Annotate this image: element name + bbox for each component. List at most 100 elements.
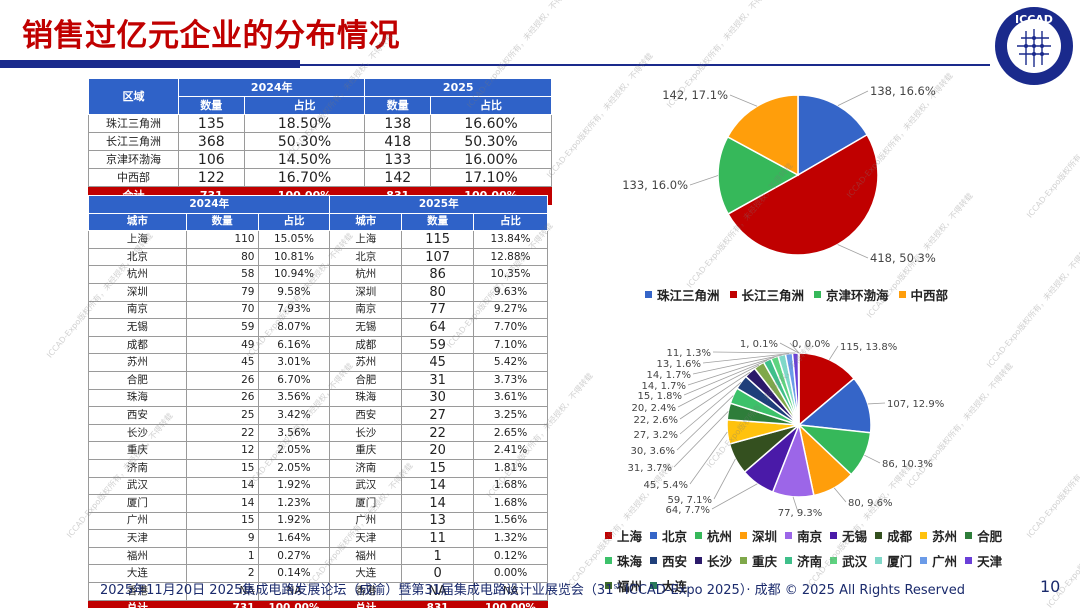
- legend-label: 无锡: [842, 529, 868, 544]
- region-pie-legend: 珠江三角洲 长江三角洲 京津环渤海 中西部: [645, 285, 975, 304]
- count-2024: 110: [185, 230, 259, 249]
- count-2024: 26: [185, 370, 259, 390]
- city-row: 武汉 14 1.92% 武汉 14 1.68%: [88, 476, 548, 496]
- watermark: ICCAD-Expo版权所有，未经授权，不得转载: [1025, 91, 1080, 220]
- title-underline-thin: [300, 64, 990, 66]
- legend-swatch-icon: [785, 532, 793, 539]
- city-2025: 合肥: [329, 370, 403, 390]
- pie-data-label: 13, 1.6%: [657, 359, 702, 370]
- pie-data-label: 22, 2.6%: [634, 415, 679, 426]
- count-2024: 49: [185, 335, 259, 355]
- city-row: 杭州 58 10.94% 杭州 86 10.35%: [88, 265, 548, 284]
- legend-item: 西安: [650, 551, 687, 570]
- legend-label: 深圳: [752, 529, 778, 544]
- page-title: 销售过亿元企业的分布情况: [22, 18, 400, 54]
- city-row: 上海 110 15.05% 上海 115 13.84%: [88, 230, 548, 249]
- share-2025: 0.00%: [473, 564, 548, 584]
- city-2024: 广州: [88, 511, 187, 531]
- share-2025: 1.32%: [473, 529, 548, 548]
- share-2024: 14.50%: [243, 150, 366, 169]
- city-2024: 合肥: [88, 370, 187, 390]
- legend-label: 武汉: [842, 554, 868, 569]
- city-2024: 成都: [88, 335, 187, 355]
- legend-label: 广州: [932, 554, 958, 569]
- footer-text: 2025年11月20日 2025集成电路发展论坛（成渝）暨第31届集成电路设计业…: [100, 579, 965, 598]
- share-2025: 7.10%: [473, 335, 548, 355]
- legend-label: 重庆: [752, 554, 778, 569]
- count-2025: 107: [401, 247, 475, 267]
- legend-label: 杭州: [707, 529, 733, 544]
- legend-item: 成都: [875, 526, 912, 545]
- share-2024: 3.01%: [257, 353, 331, 372]
- city-table: 2024年 2025年 城市 数量 占比 城市 数量 占比 上海 110 15.…: [87, 195, 548, 608]
- share-2025: 9.27%: [473, 300, 548, 320]
- city-row: 苏州 45 3.01% 苏州 45 5.42%: [88, 353, 548, 372]
- count-2025: 31: [401, 370, 475, 390]
- count-2024: 1: [185, 546, 259, 566]
- total-label-2024: 总计: [88, 599, 187, 608]
- legend-item: 广州: [920, 551, 957, 570]
- count-2025: 45: [401, 353, 475, 372]
- share-2025: 7.70%: [473, 318, 548, 337]
- count-2024: 59: [185, 318, 259, 337]
- legend-label: 大连: [662, 579, 688, 594]
- city-2024: 南京: [88, 300, 187, 320]
- share-2025: 10.35%: [473, 265, 548, 284]
- city-row: 天津 9 1.64% 天津 11 1.32%: [88, 529, 548, 548]
- share-2025: 2.65%: [473, 423, 548, 443]
- city-pie-legend: 上海 北京 杭州 深圳 南京 无锡 成都 苏州 合肥 珠海 西安 长沙 重庆 济南 武汉 厦门 广州 天津 福州 大连: [605, 526, 1025, 595]
- legend-label: 珠江三角洲: [657, 288, 720, 303]
- pie-data-label: 107, 12.9%: [887, 399, 944, 410]
- pie-data-label: 418, 50.3%: [870, 251, 936, 265]
- city-2024: 无锡: [88, 318, 187, 337]
- legend-label: 中西部: [910, 288, 949, 303]
- legend-swatch-icon: [695, 532, 703, 539]
- legend-swatch-icon: [920, 532, 928, 539]
- share-2024: 6.16%: [257, 335, 331, 355]
- count-2025: 418: [364, 132, 432, 151]
- share-2024: 10.81%: [257, 247, 331, 267]
- city-row: 福州 1 0.27% 福州 1 0.12%: [88, 546, 548, 566]
- legend-item: 杭州: [695, 526, 732, 545]
- legend-item: 珠海: [605, 551, 642, 570]
- count-2024: 9: [185, 529, 259, 548]
- legend-item: 深圳: [740, 526, 777, 545]
- count-2024: 368: [178, 132, 245, 151]
- city-row: 珠海 26 3.56% 珠海 30 3.61%: [88, 388, 548, 408]
- share-2025: 3.61%: [473, 388, 548, 408]
- share-2025: 50.30%: [430, 132, 552, 151]
- city-2024: 上海: [88, 230, 187, 249]
- header-share-2025: 占比: [473, 212, 548, 232]
- city-row: 厦门 14 1.23% 厦门 14 1.68%: [88, 494, 548, 513]
- legend-item: 济南: [785, 551, 822, 570]
- city-row: 无锡 59 8.07% 无锡 64 7.70%: [88, 318, 548, 337]
- legend-label: 天津: [977, 554, 1003, 569]
- count-2024: 22: [185, 423, 259, 443]
- pie-data-label: 31, 3.7%: [628, 463, 673, 474]
- legend-swatch-icon: [830, 532, 838, 539]
- legend-item: 珠江三角洲: [645, 285, 720, 304]
- legend-item: 苏州: [920, 526, 957, 545]
- legend-swatch-icon: [740, 532, 748, 539]
- header-year-2024: 2024年: [87, 195, 331, 214]
- watermark: ICCAD-Expo版权所有，未经授权，不得转载: [1025, 411, 1080, 540]
- legend-swatch-icon: [814, 291, 822, 298]
- count-2024: 26: [185, 388, 259, 408]
- share-2024: 10.94%: [257, 265, 331, 284]
- region-pie-chart: 138, 16.6% 418, 50.3% 133, 16.0% 142, 17.1%: [622, 84, 936, 265]
- header-city-2024: 城市: [88, 212, 187, 232]
- city-2024: 济南: [88, 458, 187, 478]
- region-row: 中西部 122 16.70% 142 17.10%: [88, 168, 552, 187]
- city-row: 深圳 79 9.58% 深圳 80 9.63%: [88, 282, 548, 302]
- count-2025: 133: [364, 150, 432, 169]
- header-region: 区域: [88, 78, 179, 115]
- city-2024: 武汉: [88, 476, 187, 496]
- count-2025: 115: [401, 230, 475, 249]
- share-2024: 1.92%: [257, 476, 331, 496]
- footer-tail-text: ICCAD-Expo 2025）· 成都 © 2025 All Rights R…: [620, 583, 965, 598]
- share-2024: 8.07%: [257, 318, 331, 337]
- header-count-2025: 数量: [364, 96, 432, 115]
- count-2025: 138: [364, 114, 432, 133]
- header-count-2024: 数量: [178, 96, 245, 115]
- pie-slice: [726, 94, 799, 177]
